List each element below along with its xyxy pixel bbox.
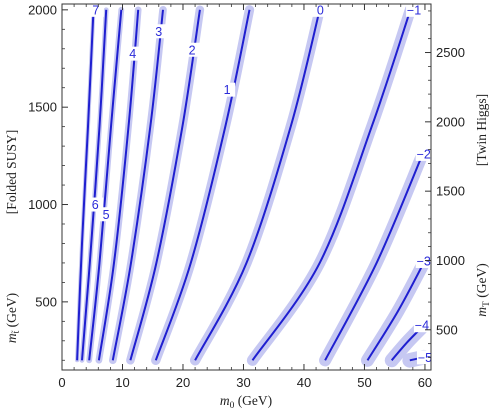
- y-right-axis-tag: [Twin Higgs]: [474, 94, 489, 166]
- y-left-axis-title: mt̃ (GeV): [4, 293, 22, 343]
- x-tick-label: 0: [58, 375, 65, 390]
- curve-label-background: [124, 46, 141, 61]
- contour-line: [111, 9, 164, 361]
- curve-label: −5: [418, 351, 432, 365]
- curve-label: 0: [317, 3, 324, 17]
- contour-line: [366, 262, 425, 361]
- contour-line: [194, 9, 321, 361]
- uncertainty-band: [319, 149, 428, 367]
- y-right-tick-label: 2500: [436, 45, 465, 60]
- curve-label: 7: [92, 3, 99, 17]
- x-axis-unit: (GeV): [234, 393, 272, 408]
- curve-label-background: [219, 82, 236, 97]
- contour-line: [154, 9, 251, 361]
- x-tick-label: 40: [297, 375, 311, 390]
- uncertainty-bands: [75, 4, 431, 368]
- curve-label: −1: [407, 3, 421, 17]
- y-left-tick-label: 1000: [28, 197, 57, 212]
- x-axis-symbol: m: [220, 393, 230, 408]
- y-left-axis-subscript: t̃: [10, 330, 22, 334]
- y-left-axis-tag: [Folded SUSY]: [4, 130, 19, 214]
- curve-label-background: [406, 2, 423, 17]
- x-axis-title: m0 (GeV): [220, 393, 272, 411]
- contour-line: [129, 9, 201, 361]
- curve-label: −3: [417, 254, 431, 268]
- y-right-tick-labels: 500 1000 1500 2000 2500: [436, 45, 465, 337]
- x-tick-label: 50: [357, 375, 371, 390]
- y-right-tick-label: 500: [436, 322, 458, 337]
- y-left-tick-labels: 500 1000 1500 2000: [28, 2, 57, 309]
- y-right-axis-subscript: T: [482, 301, 491, 307]
- curve-label-background: [416, 350, 433, 365]
- y-left-axis-unit: (GeV): [4, 293, 19, 331]
- curve-labels: 7 65 4 3 2 1 0 −1 −2 −3 −4 −5: [87, 2, 433, 365]
- curve-label-background: [150, 24, 167, 39]
- contour-line: [324, 155, 423, 361]
- curve-label-background: [415, 253, 432, 268]
- curve-label: 6: [92, 198, 99, 212]
- x-tick-label: 10: [115, 375, 129, 390]
- x-tick-labels: 0 10 20 30 40 50 60: [58, 375, 432, 390]
- y-right-tick-label: 1000: [436, 253, 465, 268]
- curve-label: 5: [103, 208, 110, 222]
- plot-frame: [61, 3, 432, 371]
- curve-label-background: [413, 318, 430, 333]
- y-right-tick-label: 1500: [436, 184, 465, 199]
- curve-label: 1: [224, 83, 231, 97]
- curve-label: 2: [189, 43, 196, 57]
- curve-label: −2: [417, 147, 431, 161]
- contour-lines: [76, 9, 425, 362]
- y-right-axis-title: mT (GeV): [474, 263, 491, 316]
- curve-label-background: [87, 2, 104, 17]
- contour-line: [251, 9, 412, 361]
- curve-label-background: [415, 146, 432, 161]
- x-tick-label: 20: [176, 375, 190, 390]
- curve-label: −4: [415, 319, 429, 333]
- contour-line: [81, 9, 108, 361]
- curve-label-background: [98, 207, 115, 222]
- y-left-tick-label: 1500: [28, 100, 57, 115]
- x-tick-label: 30: [236, 375, 250, 390]
- curve-label-background: [184, 42, 201, 57]
- curve-label: 4: [129, 47, 136, 61]
- y-left-axis-symbol: m: [4, 333, 19, 343]
- y-right-axis-unit: (GeV): [474, 263, 489, 301]
- y-right-tick-label: 2000: [436, 114, 465, 129]
- y-right-axis-symbol: m: [474, 307, 489, 317]
- contour-line: [88, 9, 123, 361]
- y-left-tick-label: 2000: [28, 2, 57, 17]
- x-axis-subscript: 0: [230, 401, 235, 411]
- y-left-tick-label: 500: [35, 294, 57, 309]
- curve-label: 3: [155, 25, 162, 39]
- x-tick-label: 60: [418, 375, 432, 390]
- contour-line: [76, 9, 95, 361]
- axis-ticks: [61, 4, 431, 370]
